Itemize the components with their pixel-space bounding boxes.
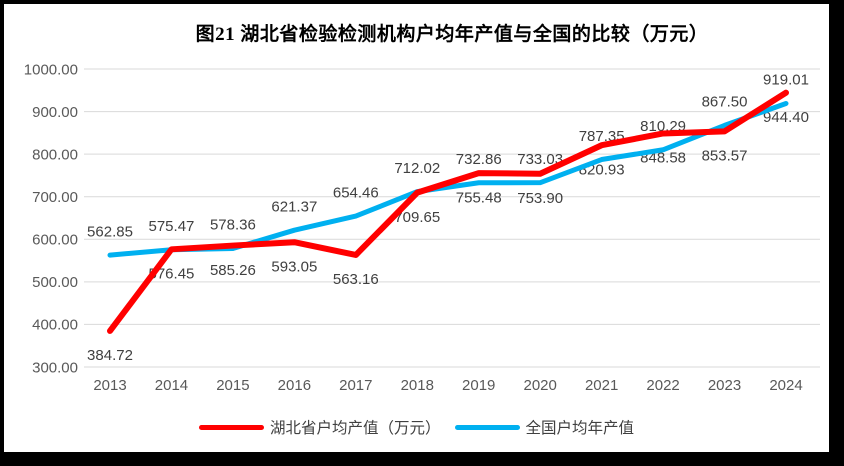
y-tick-label: 400.00 bbox=[32, 317, 78, 334]
y-tick-label: 300.00 bbox=[32, 359, 78, 376]
data-label: 944.40 bbox=[763, 109, 809, 126]
data-label: 709.65 bbox=[394, 209, 440, 226]
data-label: 562.85 bbox=[87, 223, 133, 240]
x-tick-label: 2014 bbox=[155, 377, 188, 394]
data-label: 753.90 bbox=[517, 190, 563, 207]
x-tick-label: 2020 bbox=[523, 377, 556, 394]
legend-label-national: 全国户均年产值 bbox=[525, 420, 635, 437]
legend-item-hubei: 湖北省户均产值（万元） bbox=[198, 416, 441, 438]
x-tick-label: 2019 bbox=[462, 377, 495, 394]
x-tick-label: 2016 bbox=[278, 377, 311, 394]
data-label: 593.05 bbox=[271, 258, 317, 275]
data-label: 755.48 bbox=[456, 189, 502, 206]
data-label: 575.47 bbox=[149, 218, 195, 235]
y-tick-label: 1000.00 bbox=[24, 61, 78, 78]
legend-line-swatch-hubei bbox=[198, 424, 264, 430]
legend-item-national: 全国户均年产值 bbox=[454, 416, 635, 438]
data-label: 733.03 bbox=[517, 151, 563, 168]
data-label: 654.46 bbox=[333, 184, 379, 201]
y-tick-label: 500.00 bbox=[32, 274, 78, 291]
x-tick-label: 2023 bbox=[708, 377, 741, 394]
data-label: 712.02 bbox=[394, 160, 440, 177]
line-chart: 300.00 400.00 500.00 600.00 700.00 800.00 900.… bbox=[24, 61, 820, 394]
y-tick-label: 600.00 bbox=[32, 232, 78, 249]
y-tick-label: 800.00 bbox=[32, 146, 78, 163]
x-tick-label: 2022 bbox=[646, 377, 679, 394]
data-label: 867.50 bbox=[702, 94, 748, 111]
data-label: 919.01 bbox=[763, 72, 809, 89]
x-tick-label: 2021 bbox=[585, 377, 618, 394]
data-label: 384.72 bbox=[87, 347, 133, 364]
y-tick-label: 700.00 bbox=[32, 189, 78, 206]
legend-label-hubei: 湖北省户均产值（万元） bbox=[269, 420, 441, 437]
x-tick-label: 2013 bbox=[93, 377, 126, 394]
data-label: 853.57 bbox=[702, 148, 748, 165]
y-tick-label: 900.00 bbox=[32, 104, 78, 121]
data-label: 621.37 bbox=[271, 198, 317, 215]
data-label: 576.45 bbox=[149, 266, 195, 283]
series-line bbox=[107, 89, 789, 334]
data-label: 578.36 bbox=[210, 217, 256, 234]
data-label: 732.86 bbox=[456, 151, 502, 168]
legend-line-swatch-national bbox=[454, 424, 520, 430]
chart-legend: 湖北省户均产值（万元） 全国户均年产值 bbox=[4, 416, 829, 438]
x-tick-label: 2024 bbox=[769, 377, 802, 394]
data-label: 563.16 bbox=[333, 271, 379, 288]
chart-title: 图21 湖北省检验检测机构户均年产值与全国的比较（万元） bbox=[195, 24, 709, 45]
x-tick-label: 2015 bbox=[216, 377, 249, 394]
x-tick-label: 2017 bbox=[339, 377, 372, 394]
x-tick-label: 2018 bbox=[401, 377, 434, 394]
data-label: 585.26 bbox=[210, 262, 256, 279]
